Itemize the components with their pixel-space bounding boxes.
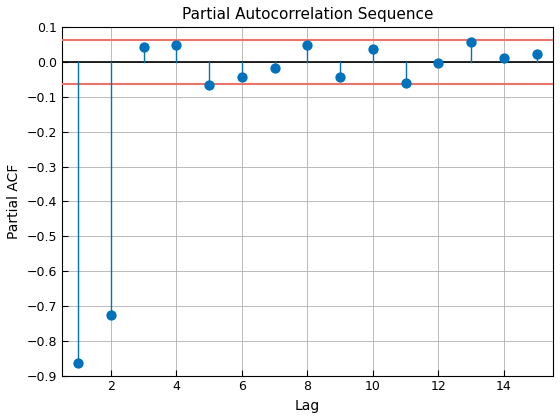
Point (303, 41, 312, 48)
Point (106, 311, 115, 318)
Point (205, 81, 214, 88)
Point (368, 45, 377, 52)
Point (434, 60, 443, 66)
Point (336, 74, 345, 81)
X-axis label: Lag: Lag (295, 399, 320, 413)
Point (401, 80, 410, 87)
Point (237, 74, 246, 81)
Point (500, 54, 508, 61)
Point (270, 65, 279, 72)
Point (139, 44, 148, 50)
Point (532, 51, 541, 58)
Point (74, 360, 83, 367)
Point (172, 42, 181, 49)
Title: Partial Autocorrelation Sequence: Partial Autocorrelation Sequence (181, 7, 433, 22)
Y-axis label: Partial ACF: Partial ACF (7, 164, 21, 239)
Point (466, 39, 475, 45)
